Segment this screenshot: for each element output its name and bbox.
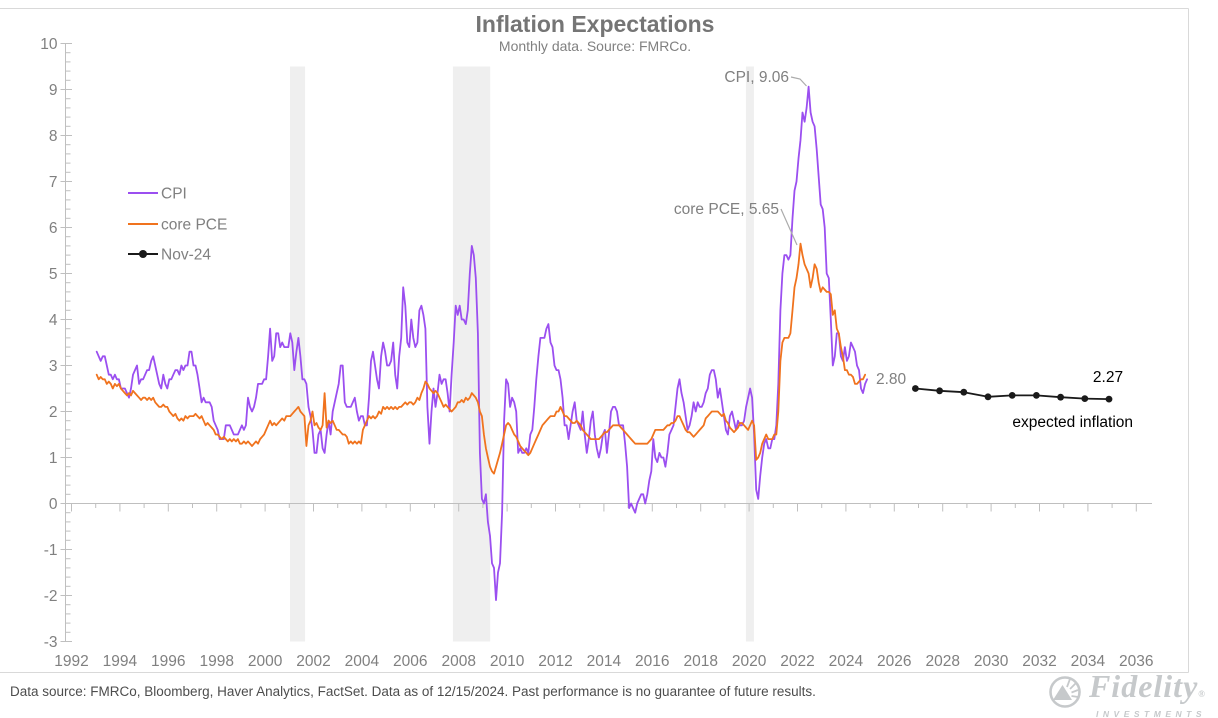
disclaimer: Data source: FMRCo, Bloomberg, Haver Ana… — [10, 684, 816, 699]
expected-inflation-point — [1057, 393, 1064, 401]
brand-name: Fidelity — [1088, 668, 1199, 704]
cpi-line — [95, 85, 868, 601]
axes-layer: -3 -2 -1 0 1 2 3 4 5 6 7 8 9 10 1992 1994 1996 1998 2000 20… — [40, 36, 1153, 670]
y-tick-label: 2 — [49, 404, 58, 421]
y-tick-label: -3 — [44, 634, 58, 651]
x-tick-label: 1998 — [199, 653, 233, 670]
y-tick-label: 6 — [49, 220, 58, 237]
x-tick-label: 2026 — [877, 653, 911, 670]
expected-last-value: 2.27 — [1093, 369, 1123, 386]
expected-inflation-point — [1033, 392, 1040, 399]
core-pce-line — [95, 242, 866, 475]
frame-layer — [0, 8, 1189, 673]
series-layer — [95, 85, 1113, 601]
y-tick-label: -1 — [44, 542, 58, 559]
bands-layer — [290, 66, 754, 642]
y-tick-label: 9 — [49, 82, 58, 99]
recession-band — [745, 66, 754, 642]
cpi-peak-label: CPI, 9.06 — [724, 69, 789, 86]
x-tick-label: 2024 — [829, 653, 864, 670]
expected-inflation-point — [1008, 392, 1016, 399]
x-tick-label: 2036 — [1119, 653, 1153, 670]
x-tick-label: 2004 — [345, 653, 380, 670]
chart-subtitle: Monthly data. Source: FMRCo. — [498, 38, 692, 54]
recession-band — [290, 66, 306, 642]
x-tick-label: 2008 — [441, 653, 475, 670]
expected-inflation-point — [984, 393, 992, 401]
x-tick-label: 2018 — [683, 653, 717, 670]
x-tick-label: 2002 — [296, 653, 330, 670]
y-tick-label: 0 — [49, 496, 58, 513]
y-tick-label: 8 — [49, 128, 58, 145]
expected-inflation-point — [1105, 395, 1113, 403]
chart-title: Inflation Expectations — [475, 11, 715, 37]
x-tick-label: 2016 — [635, 653, 669, 670]
fidelity-pyramid-icon — [1049, 676, 1081, 708]
x-tick-label: 2010 — [490, 653, 525, 670]
x-tick-label: 2030 — [974, 653, 1009, 670]
x-tick-label: 1994 — [103, 653, 138, 670]
legend: CPI core PCE Nov-24 — [128, 186, 227, 264]
expected-inflation-point — [960, 388, 968, 396]
y-tick-label: 5 — [49, 266, 58, 283]
y-tick-label: -2 — [44, 588, 58, 605]
x-tick-label: 2020 — [732, 653, 767, 670]
expected-inflation-point — [1081, 395, 1089, 402]
x-tick-label: 2014 — [587, 653, 622, 670]
x-tick-label: 2000 — [248, 653, 283, 670]
expected-inflation-point — [912, 385, 919, 392]
legend-label-nov24: Nov-24 — [161, 247, 211, 264]
legend-label-cpi: CPI — [161, 186, 187, 203]
cpi-peak-connector — [790, 76, 807, 87]
x-tick-label: 2012 — [538, 653, 572, 670]
x-tick-label: 2032 — [1022, 653, 1056, 670]
x-tick-label: 2034 — [1071, 653, 1106, 670]
x-tick-label: 1996 — [151, 653, 185, 670]
pce-peak-label: core PCE, 5.65 — [674, 201, 779, 218]
x-tick-label: 2022 — [780, 653, 814, 670]
pce-peak-connector — [780, 208, 798, 246]
x-tick-label: 2028 — [925, 653, 959, 670]
annotations: CPI, 9.06 core PCE, 5.65 2.80 2.27 expec… — [674, 69, 1133, 431]
y-tick-label: 1 — [49, 450, 58, 467]
pce-last-value: 2.80 — [876, 371, 907, 388]
brand-sub: INVESTMENTS — [1096, 709, 1206, 718]
x-tick-label: 1992 — [54, 653, 88, 670]
x-tick-label: 2006 — [393, 653, 427, 670]
legend-label-core-pce: core PCE — [161, 217, 227, 234]
y-tick-label: 7 — [49, 174, 58, 191]
legend-marker-nov24 — [139, 250, 147, 258]
expected-inflation-label: expected inflation — [1012, 414, 1133, 431]
expected-inflation-point — [936, 387, 943, 395]
y-tick-label: 4 — [49, 312, 58, 329]
recession-band — [452, 66, 491, 642]
registered-mark-icon: ® — [1198, 689, 1206, 699]
y-tick-label: 10 — [40, 36, 58, 53]
y-tick-label: 3 — [49, 358, 58, 375]
fidelity-logo: Fidelity® INVESTMENTS — [1045, 668, 1206, 718]
